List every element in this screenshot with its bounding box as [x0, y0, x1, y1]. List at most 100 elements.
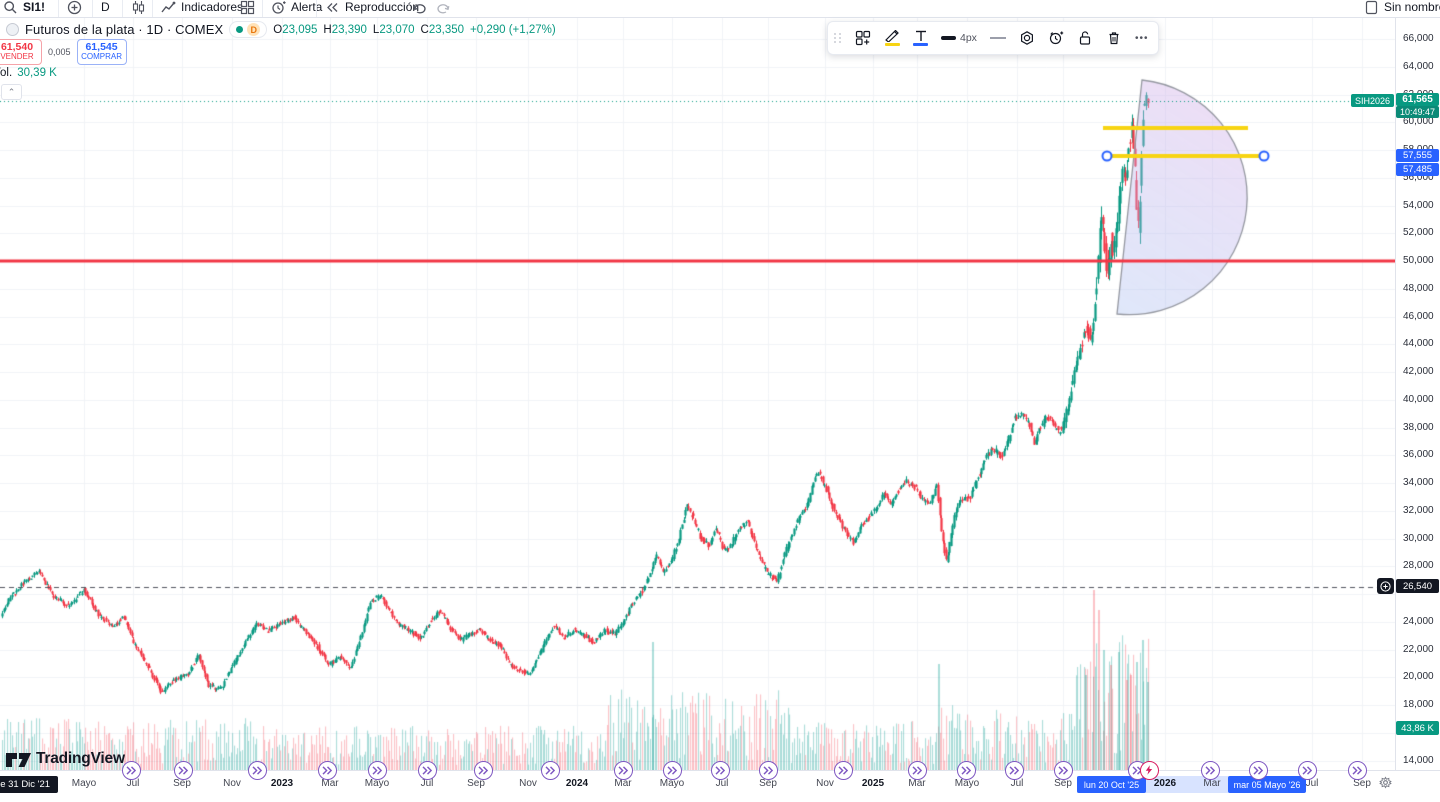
- timeline-jump-icon[interactable]: [1297, 760, 1317, 780]
- range-start-date-badge[interactable]: lun 20 Oct '25: [1077, 776, 1146, 793]
- chart-style-button[interactable]: [131, 0, 146, 17]
- timeline-jump-icon[interactable]: [833, 760, 853, 780]
- timeframe-badge: D: [247, 23, 261, 36]
- time-tick-label: Mar: [321, 778, 339, 789]
- grid-layout-icon: [240, 0, 255, 15]
- timeline-jump-icon[interactable]: [1248, 760, 1268, 780]
- time-tick-label: Nov: [816, 778, 834, 789]
- plus-circle-icon: [67, 0, 82, 15]
- time-tick-label: 2023: [270, 778, 294, 789]
- buy-button[interactable]: 61,545 COMPRAR: [76, 39, 127, 65]
- redo-icon: [436, 0, 451, 15]
- line-style-button[interactable]: [989, 37, 1006, 39]
- save-layout-button[interactable]: Sin nombre: [1364, 0, 1440, 17]
- indicators-label: Indicadores: [181, 0, 244, 14]
- timeline-jump-icon[interactable]: [956, 760, 976, 780]
- timeline-jump-icon[interactable]: [317, 760, 337, 780]
- price-tick-label: 20,000: [1403, 671, 1434, 683]
- layout-grid-button[interactable]: [240, 0, 255, 17]
- price-tick-label: 60,000: [1403, 116, 1434, 128]
- timeline-jump-icon[interactable]: [1053, 760, 1073, 780]
- ohlc-pair: C23,350: [420, 23, 465, 36]
- timeline-jump-icon[interactable]: [662, 760, 682, 780]
- timeline-jump-icon[interactable]: [173, 760, 193, 780]
- interval-button[interactable]: D: [101, 0, 110, 17]
- alert-level-label: 26,540: [1396, 579, 1439, 593]
- replay-button[interactable]: Reproducción: [325, 0, 420, 17]
- add-alert-plus-button[interactable]: [1377, 578, 1394, 594]
- buy-label: COMPRAR: [81, 52, 122, 62]
- color-pencil-button[interactable]: [884, 30, 900, 46]
- time-axis[interactable]: Mayo Jul Sep Nov 2023 Mar Mayo Jul Sep Nov 2024 Mar…: [0, 770, 1440, 802]
- timeline-jump-icon[interactable]: [247, 760, 267, 780]
- drag-handle[interactable]: [834, 33, 842, 43]
- search-icon: [3, 0, 18, 15]
- collapse-legend-button[interactable]: ⌃: [1, 84, 22, 100]
- tradingview-wordmark: TradingView: [36, 750, 125, 767]
- lock-button[interactable]: [1077, 30, 1093, 46]
- volume-axis-label: 43,86 K: [1396, 721, 1439, 735]
- tradingview-logo[interactable]: TradingView: [6, 750, 125, 768]
- delete-button[interactable]: [1106, 30, 1122, 46]
- redo-button[interactable]: [436, 0, 451, 17]
- symbol-search-button[interactable]: SI1!: [3, 0, 46, 17]
- add-alert-button[interactable]: [1048, 30, 1064, 46]
- indicators-button[interactable]: Indicadores: [161, 0, 244, 17]
- text-color-button[interactable]: [913, 30, 928, 46]
- buy-price: 61,545: [85, 41, 118, 54]
- time-tick-label: Sep: [1353, 778, 1371, 789]
- time-tick-label: Mayo: [659, 778, 685, 789]
- timeline-jump-icon[interactable]: [613, 760, 633, 780]
- timeline-jump-icon[interactable]: [1347, 760, 1367, 780]
- settings-button[interactable]: [1019, 30, 1035, 46]
- time-tick-label: Jul: [1010, 778, 1024, 789]
- price-axis[interactable]: 66,00064,00062,00060,00058,00056,00054,0…: [1395, 17, 1440, 770]
- undo-icon: [412, 0, 427, 15]
- ohlc-pair: O23,095: [273, 23, 318, 36]
- timeline-jump-icon[interactable]: [473, 760, 493, 780]
- market-status-pill[interactable]: D: [229, 21, 268, 38]
- toolbar-divider: [58, 0, 59, 17]
- time-tick-label: Nov: [519, 778, 537, 789]
- axis-settings-gear-icon[interactable]: [1379, 776, 1392, 794]
- timeline-flash-icon[interactable]: [1139, 760, 1159, 780]
- layout-name-label: Sin nombre: [1384, 0, 1440, 14]
- line-weight-button[interactable]: 4px: [941, 32, 977, 44]
- first-bar-date-badge: Vie 31 Dic '21: [0, 776, 58, 793]
- time-tick-label: Nov: [223, 778, 241, 789]
- sell-price: 61,540: [0, 41, 34, 54]
- undo-button[interactable]: [412, 0, 427, 17]
- time-tick-label: Mayo: [954, 778, 980, 789]
- compare-add-button[interactable]: [67, 0, 82, 17]
- sell-button[interactable]: 61,540 VENDER: [0, 39, 42, 65]
- more-options-button[interactable]: •••: [1134, 32, 1149, 44]
- price-tick-label: 30,000: [1403, 532, 1434, 544]
- range-end-date-badge[interactable]: mar 05 Mayo '26: [1228, 776, 1306, 793]
- contract-tag: SIH2026: [1350, 94, 1394, 107]
- line-style-icon: [989, 37, 1006, 39]
- drawing-price-label-1: 57,555: [1396, 149, 1439, 162]
- timeline-jump-icon[interactable]: [758, 760, 778, 780]
- symbol-title[interactable]: Futuros de la plata · 1D · COMEX: [25, 22, 224, 37]
- time-tick-label: Mar: [908, 778, 926, 789]
- timeline-jump-icon[interactable]: [540, 760, 560, 780]
- trade-panel: 61,540 VENDER 0,005 61,545 COMPRAR: [0, 39, 127, 65]
- template-button[interactable]: [855, 30, 871, 46]
- timeline-jump-icon[interactable]: [121, 760, 141, 780]
- drawing-price-label-2: 57,485: [1396, 163, 1439, 176]
- symbol-label: SI1!: [23, 0, 46, 14]
- main-toolbar: SI1! D Indicadores: [0, 0, 1440, 18]
- replay-label: Reproducción: [345, 0, 420, 14]
- alert-button[interactable]: Alerta: [271, 0, 322, 17]
- price-tick-label: 18,000: [1403, 699, 1434, 710]
- timeline-jump-icon[interactable]: [367, 760, 387, 780]
- timeline-jump-icon[interactable]: [1200, 760, 1220, 780]
- toolbar-divider: [262, 0, 263, 17]
- timeline-jump-icon[interactable]: [710, 760, 730, 780]
- text-color-swatch: [913, 43, 928, 46]
- time-tick-label: Jul: [1305, 778, 1319, 789]
- timeline-jump-icon[interactable]: [417, 760, 437, 780]
- timeline-jump-icon[interactable]: [907, 760, 927, 780]
- timeline-jump-icon[interactable]: [1004, 760, 1024, 780]
- price-chart-canvas[interactable]: [0, 17, 1395, 770]
